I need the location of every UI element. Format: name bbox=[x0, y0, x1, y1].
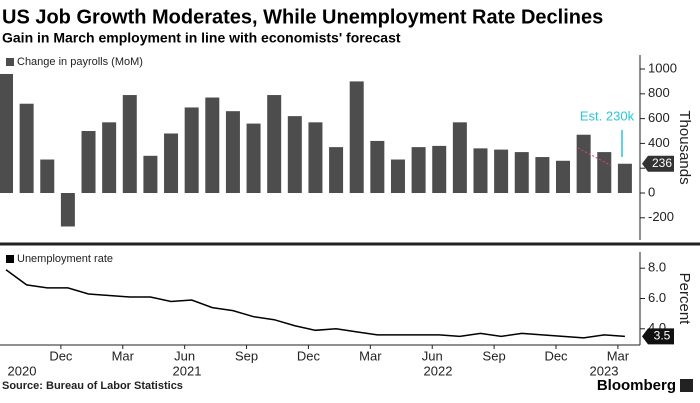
bar bbox=[102, 122, 117, 194]
bar bbox=[617, 163, 632, 194]
x-tick-label: Mar bbox=[607, 348, 630, 363]
x-tick-label: Jun bbox=[174, 348, 195, 363]
bar bbox=[329, 147, 344, 194]
bar bbox=[473, 148, 488, 194]
bar bbox=[60, 193, 75, 227]
bar bbox=[225, 111, 240, 194]
bar bbox=[287, 116, 302, 194]
bar bbox=[205, 97, 220, 194]
bar bbox=[597, 152, 612, 194]
brand-icon bbox=[680, 379, 693, 392]
y-tick-label: 8.0 bbox=[648, 260, 666, 275]
source: Source: Bureau of Labor Statistics bbox=[2, 380, 183, 392]
x-tick-label: Dec bbox=[49, 348, 73, 363]
bar bbox=[556, 160, 571, 194]
legend-label: Unemployment rate bbox=[17, 253, 113, 265]
y-tick-label: 1000 bbox=[648, 60, 677, 75]
bar bbox=[535, 157, 550, 194]
value-callout: 236 bbox=[652, 156, 672, 170]
bar bbox=[81, 131, 96, 194]
y-tick-label: 0 bbox=[648, 184, 655, 199]
bar bbox=[411, 147, 426, 194]
y-axis-title: Percent bbox=[676, 273, 693, 326]
bar bbox=[19, 103, 34, 194]
bar bbox=[370, 140, 385, 194]
value-callout: 3.5 bbox=[654, 329, 671, 343]
legend-label: Change in payrolls (MoM) bbox=[17, 56, 143, 68]
x-tick-label: Dec bbox=[297, 348, 321, 363]
bar bbox=[514, 152, 529, 194]
x-year-label: 2020 bbox=[8, 363, 37, 378]
value-callout-box bbox=[642, 155, 674, 172]
estimate-arrow bbox=[577, 147, 613, 167]
y-tick-label: -200 bbox=[648, 209, 674, 224]
bar bbox=[576, 134, 591, 194]
x-tick-label: Sep bbox=[483, 348, 506, 363]
y-tick-label: 800 bbox=[648, 85, 670, 100]
x-year-label: 2021 bbox=[173, 363, 202, 378]
y-tick-label: 6.0 bbox=[648, 290, 666, 305]
brand: Bloomberg bbox=[597, 377, 676, 394]
x-tick-label: Jun bbox=[422, 348, 443, 363]
x-year-label: 2022 bbox=[424, 363, 453, 378]
x-tick-label: Mar bbox=[359, 348, 382, 363]
bar bbox=[452, 122, 467, 194]
x-tick-label: Sep bbox=[235, 348, 258, 363]
bar bbox=[246, 123, 261, 194]
bar bbox=[184, 107, 199, 194]
estimate-annotation: Est. 230k bbox=[580, 108, 635, 123]
y-axis-title: Thousands bbox=[676, 110, 693, 184]
y-tick-label: 600 bbox=[648, 110, 670, 125]
y-tick-label: 400 bbox=[648, 135, 670, 150]
line bbox=[5, 269, 625, 339]
legend-swatch bbox=[6, 58, 14, 66]
bar bbox=[390, 159, 405, 194]
bar bbox=[308, 122, 323, 194]
value-callout-box bbox=[642, 328, 674, 345]
bar bbox=[122, 95, 137, 194]
x-tick-label: Mar bbox=[112, 348, 135, 363]
bar bbox=[349, 81, 364, 194]
bar bbox=[267, 95, 282, 194]
x-year-label: 2023 bbox=[590, 363, 619, 378]
chart-title: US Job Growth Moderates, While Unemploym… bbox=[2, 6, 603, 28]
x-tick-label: Dec bbox=[544, 348, 568, 363]
legend-swatch bbox=[6, 255, 14, 263]
bar bbox=[432, 145, 447, 194]
bar bbox=[143, 155, 158, 194]
bar bbox=[40, 159, 55, 194]
chart-subtitle: Gain in March employment in line with ec… bbox=[2, 30, 401, 46]
bar bbox=[0, 73, 13, 194]
bar bbox=[494, 149, 509, 194]
bar bbox=[164, 133, 179, 194]
